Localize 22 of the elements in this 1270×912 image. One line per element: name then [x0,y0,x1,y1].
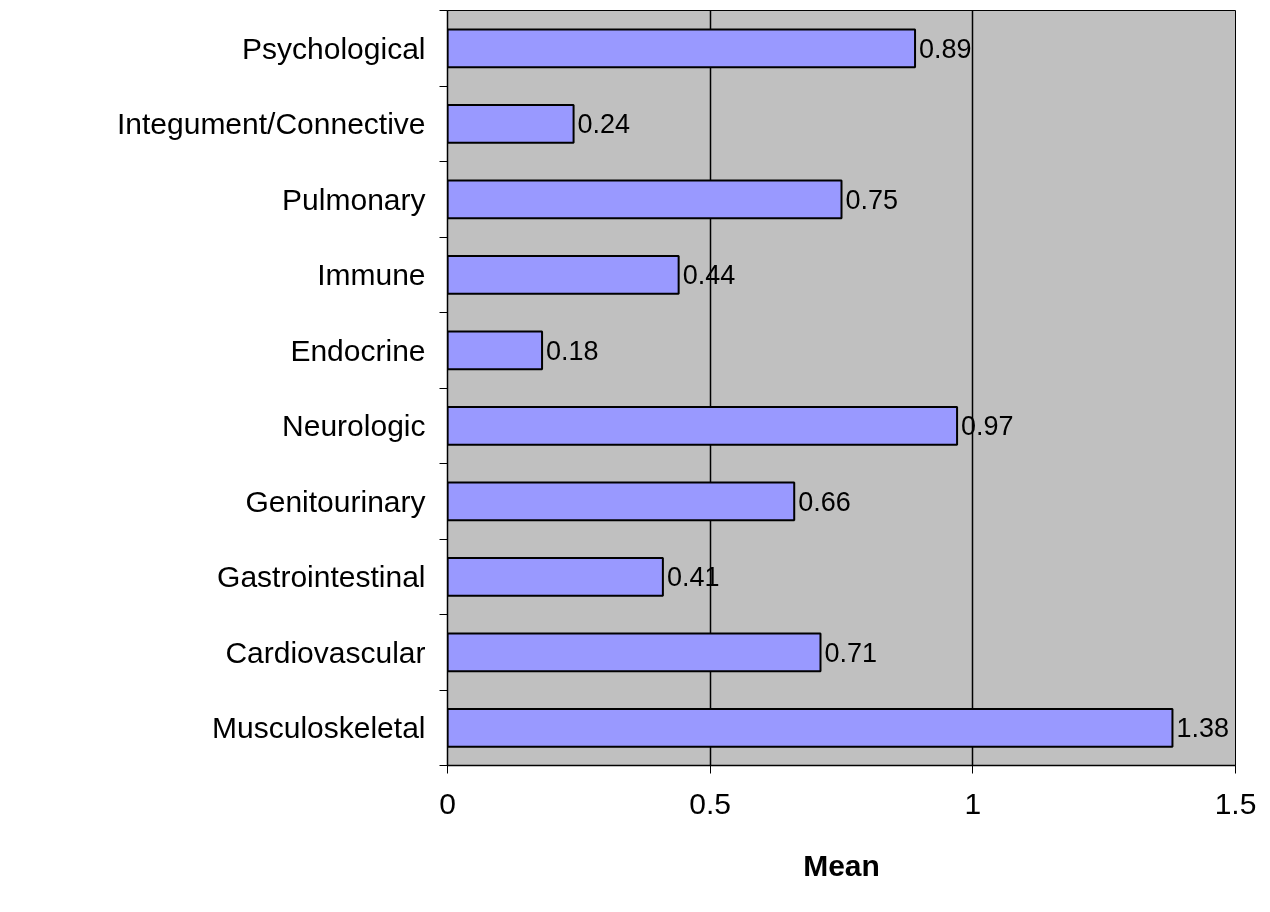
data-label: 0.18 [546,335,599,366]
data-label: 0.75 [845,184,899,215]
y-tick-label: Immune [317,258,426,292]
y-tick-label: Integument/Connective [116,107,426,141]
y-tick-label: Gastrointestinal [217,560,426,594]
y-tick-label: Psychological [242,31,426,65]
data-label: 0.66 [798,486,851,517]
y-tick-label: Pulmonary [282,182,426,216]
x-tick-label: 0 [439,786,456,820]
data-label: 0.89 [919,33,972,64]
y-tick-label: Genitourinary [245,484,426,518]
data-label: 1.38 [1176,713,1230,744]
data-label: 0.24 [577,109,631,140]
x-tick-label: 1.5 [1214,786,1257,820]
y-tick-label: Endocrine [290,333,426,367]
y-tick-label: Neurologic [282,409,426,443]
y-tick-label: Musculoskeletal [212,711,426,745]
x-tick-label: 0.5 [689,786,732,820]
x-tick-label: 1 [964,786,982,820]
data-label: 0.71 [824,637,878,668]
y-tick-label: Cardiovascular [225,635,426,669]
x-axis-title: Mean [803,848,880,882]
